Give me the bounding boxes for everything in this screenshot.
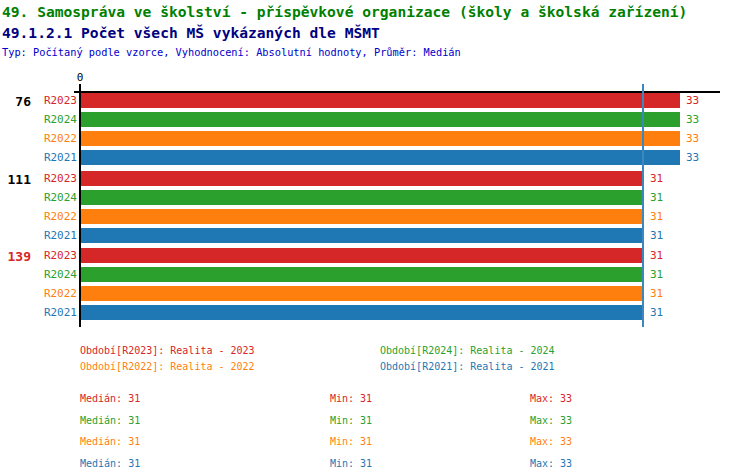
bar [81,228,644,243]
bar-row-label: R2024 [40,267,77,282]
bar-value-label: 31 [650,209,663,224]
stat-cell-max: Max: 33 [530,436,572,448]
legend-item: Období[R2023]: Realita - 2023 [80,345,255,357]
bar [81,248,644,263]
bar-value-label: 33 [686,150,699,165]
bar-row-label: R2024 [40,190,77,205]
stat-cell-min: Min: 31 [330,415,372,427]
bar-row-label: R2022 [40,286,77,301]
legend-item: Období[R2022]: Realita - 2022 [80,361,255,373]
bar [81,171,644,186]
bar-value-label: 33 [686,131,699,146]
bar-value-label: 31 [650,190,663,205]
bar-row-label: R2023 [40,93,77,108]
stat-cell-max: Max: 33 [530,458,572,470]
group-label: 76 [2,94,31,109]
stat-cell-median: Medián: 31 [80,436,140,448]
y-axis-line [79,84,81,327]
bar-row-label: R2022 [40,209,77,224]
bar [81,93,680,108]
bar-value-label: 31 [650,228,663,243]
page-title: 49. Samospráva ve školství - příspěvkové… [2,3,687,20]
bar [81,305,644,320]
bar [81,112,680,127]
bar-value-label: 31 [650,171,663,186]
stat-cell-min: Min: 31 [330,436,372,448]
bar-row-label: R2021 [40,150,77,165]
stat-cell-max: Max: 33 [530,393,572,405]
legend-item: Období[R2024]: Realita - 2024 [380,345,555,357]
stat-cell-min: Min: 31 [330,393,372,405]
bar-row-label: R2023 [40,248,77,263]
bar [81,209,644,224]
bar [81,286,644,301]
bar-row-label: R2023 [40,171,77,186]
bar-value-label: 31 [650,286,663,301]
bar-row-label: R2021 [40,228,77,243]
bar-row-label: R2024 [40,112,77,127]
chart-page: 49. Samospráva ve školství - příspěvkové… [0,0,750,476]
bar-value-label: 31 [650,305,663,320]
group-label: 139 [2,249,31,264]
bar-row-label: R2022 [40,131,77,146]
bar [81,150,680,165]
bar-value-label: 31 [650,267,663,282]
bar-value-label: 33 [686,93,699,108]
stat-cell-median: Medián: 31 [80,393,140,405]
chart-meta: Typ: Počítaný podle vzorce, Vyhodnocení:… [2,46,461,58]
x-axis-zero-label: 0 [70,71,90,84]
stat-cell-max: Max: 33 [530,415,572,427]
bar [81,267,644,282]
group-label: 111 [2,172,31,187]
bar-row-label: R2021 [40,305,77,320]
x-axis-line [74,91,720,93]
bar-value-label: 31 [650,248,663,263]
stat-cell-min: Min: 31 [330,458,372,470]
median-line [642,84,644,327]
bar [81,190,644,205]
bar [81,131,680,146]
stat-cell-median: Medián: 31 [80,415,140,427]
bar-value-label: 33 [686,112,699,127]
legend-item: Období[R2021]: Realita - 2021 [380,361,555,373]
stat-cell-median: Medián: 31 [80,458,140,470]
chart-subtitle: 49.1.2.1 Počet všech MŠ vykázaných dle M… [2,24,380,41]
